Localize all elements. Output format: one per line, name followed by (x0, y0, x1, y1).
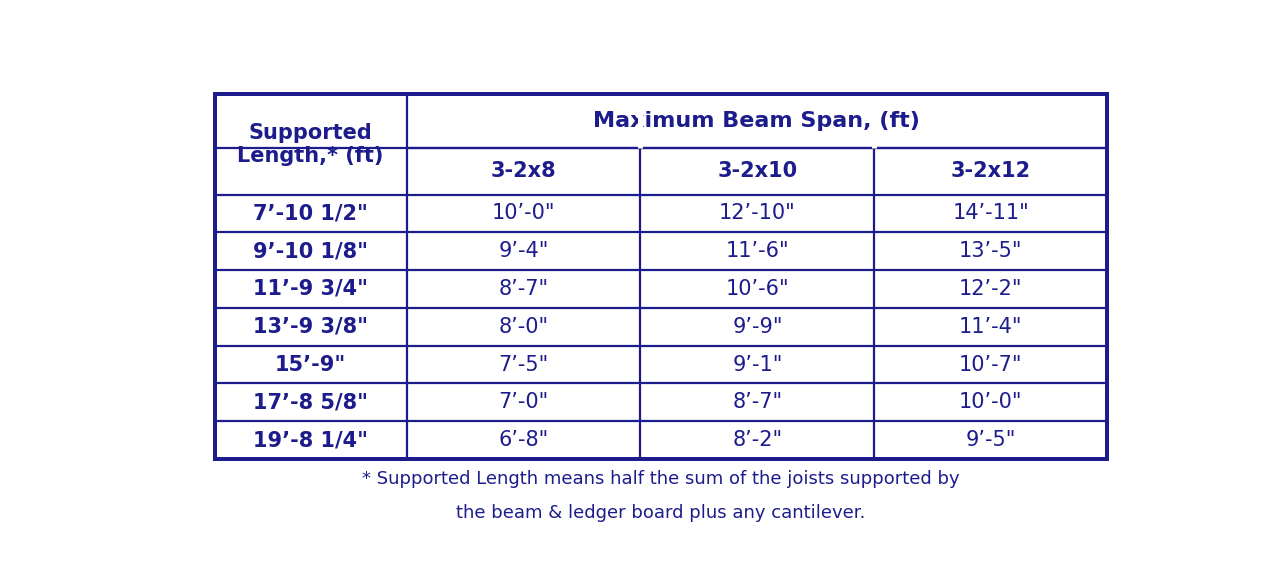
Text: the beam & ledger board plus any cantilever.: the beam & ledger board plus any cantile… (456, 504, 865, 522)
Text: 3-2x10: 3-2x10 (717, 162, 797, 181)
Text: 8’-2": 8’-2" (732, 430, 782, 450)
Text: * Supported Length means half the sum of the joists supported by: * Supported Length means half the sum of… (362, 470, 960, 488)
Text: 9’-5": 9’-5" (965, 430, 1016, 450)
Text: 9’-10 1/8": 9’-10 1/8" (253, 241, 369, 261)
Text: 8’-7": 8’-7" (498, 279, 549, 299)
Text: 10’-0": 10’-0" (492, 203, 556, 224)
Text: 9’-1": 9’-1" (732, 354, 782, 375)
Text: 9’-4": 9’-4" (498, 241, 549, 261)
Text: Maximum Beam Span, (ft): Maximum Beam Span, (ft) (594, 112, 920, 131)
Text: 8’-7": 8’-7" (732, 392, 782, 413)
Text: 19’-8 1/4": 19’-8 1/4" (253, 430, 369, 450)
Text: 13’-9 3/8": 13’-9 3/8" (253, 317, 369, 337)
Text: 7’-10 1/2": 7’-10 1/2" (253, 203, 367, 224)
Text: 17’-8 5/8": 17’-8 5/8" (253, 392, 369, 413)
Text: 3-2x8: 3-2x8 (490, 162, 557, 181)
Text: 7’-0": 7’-0" (498, 392, 549, 413)
Text: 12’-10": 12’-10" (719, 203, 796, 224)
Text: 11’-9 3/4": 11’-9 3/4" (253, 279, 369, 299)
Text: 10’-7": 10’-7" (959, 354, 1023, 375)
Text: 10’-0": 10’-0" (959, 392, 1023, 413)
Text: 3-2x12: 3-2x12 (951, 162, 1030, 181)
Bar (215, 94, 1107, 459)
Text: 14’-11": 14’-11" (952, 203, 1029, 224)
Text: 15’-9": 15’-9" (275, 354, 346, 375)
Bar (215, 94, 1107, 459)
Text: 11’-4": 11’-4" (959, 317, 1023, 337)
Text: 8’-0": 8’-0" (498, 317, 549, 337)
Text: 7’-5": 7’-5" (498, 354, 549, 375)
Text: 9’-9": 9’-9" (732, 317, 782, 337)
Text: Supported
Length,* (ft): Supported Length,* (ft) (237, 123, 384, 166)
Bar (215, 94, 1107, 459)
Text: 13’-5": 13’-5" (959, 241, 1023, 261)
Text: 10’-6": 10’-6" (726, 279, 790, 299)
Text: 11’-6": 11’-6" (726, 241, 790, 261)
Text: 6’-8": 6’-8" (498, 430, 549, 450)
Text: 12’-2": 12’-2" (959, 279, 1023, 299)
